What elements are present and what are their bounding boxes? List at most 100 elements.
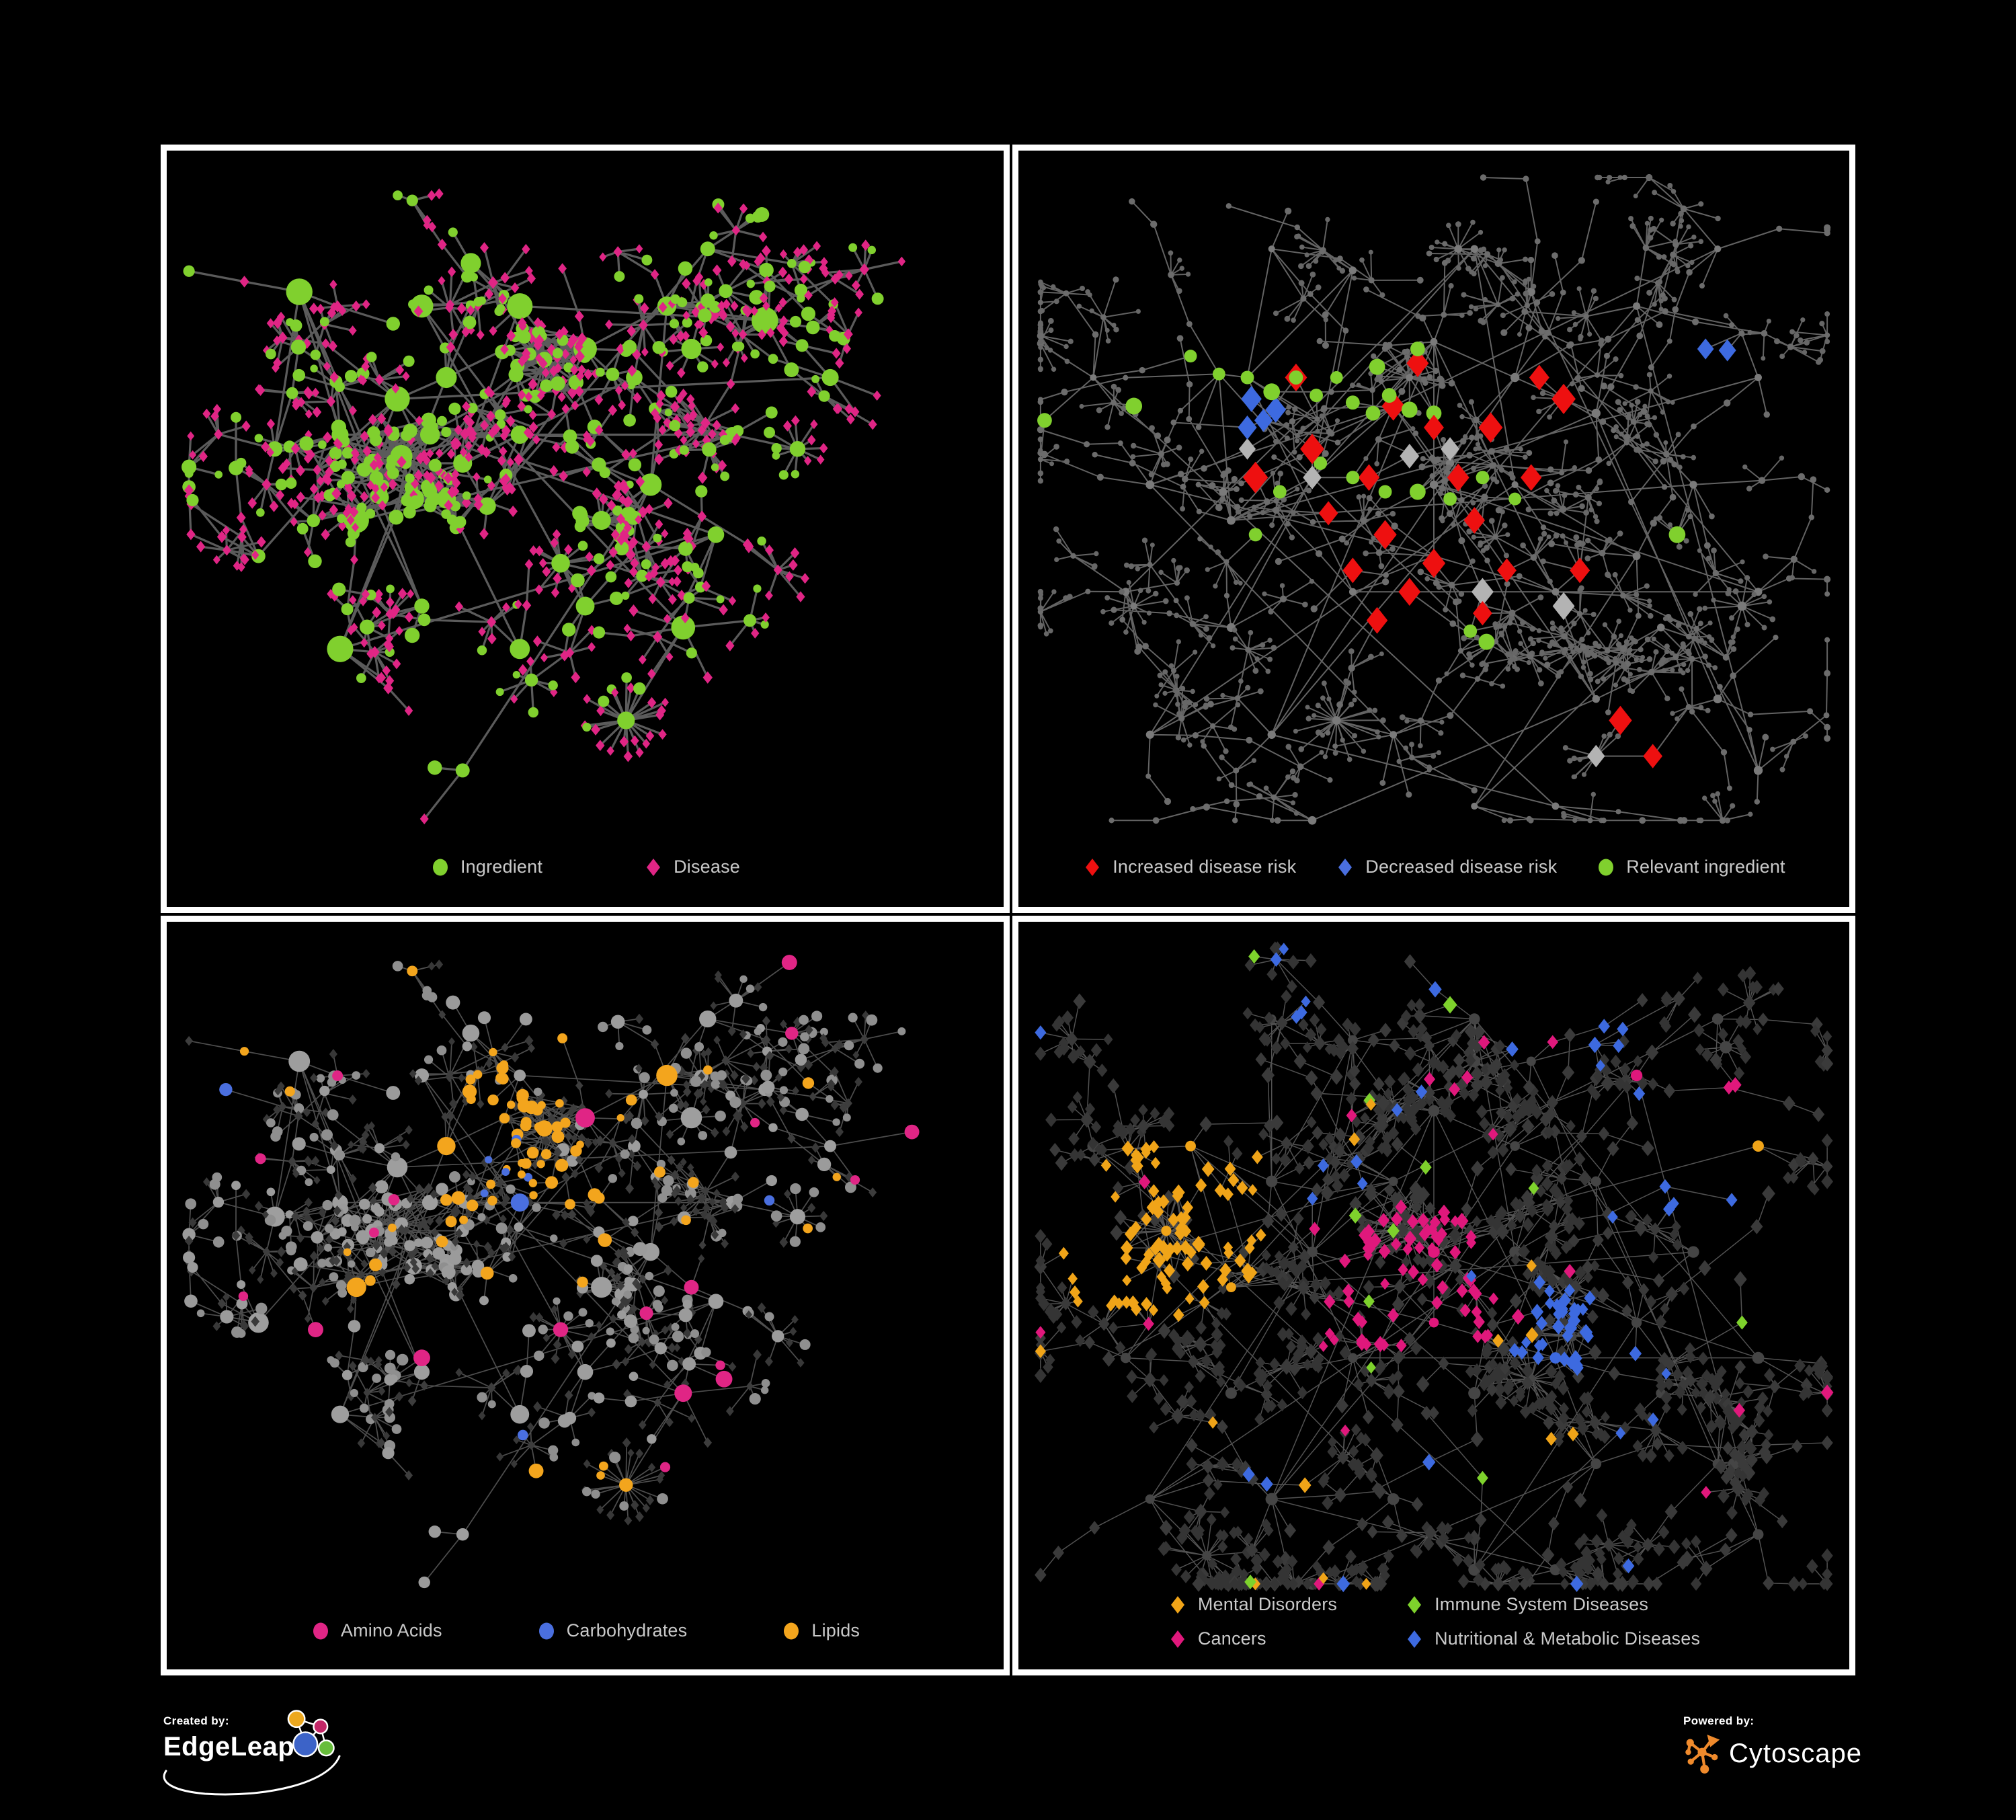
node-diamond	[1399, 1112, 1409, 1125]
node-circle	[1582, 608, 1588, 613]
node-diamond	[787, 1133, 796, 1144]
node-circle	[1298, 746, 1305, 752]
node-circle	[760, 265, 772, 277]
node-diamond	[1804, 1364, 1814, 1377]
node-circle	[337, 1288, 348, 1298]
node-circle	[1560, 289, 1566, 296]
node-circle	[1234, 504, 1241, 510]
highlight-node-diamond	[1318, 1572, 1328, 1584]
highlight-node-diamond	[1175, 1220, 1188, 1237]
node-circle	[1348, 664, 1355, 672]
node-diamond	[1373, 1483, 1386, 1499]
node-circle	[1459, 497, 1465, 503]
node-diamond	[696, 319, 704, 329]
node-circle	[1671, 461, 1678, 468]
node-circle	[1531, 283, 1537, 289]
node-circle	[1652, 415, 1658, 420]
highlight-node-diamond	[1339, 1253, 1351, 1269]
node-diamond	[377, 620, 386, 631]
node-diamond	[1330, 1169, 1342, 1184]
node-diamond	[594, 394, 604, 405]
node-diamond	[1452, 1552, 1463, 1567]
highlight-node-diamond	[1120, 1251, 1132, 1265]
node-diamond	[325, 1234, 333, 1244]
node-circle	[1051, 284, 1056, 290]
node-diamond	[1178, 1523, 1191, 1538]
node-circle	[385, 1349, 396, 1360]
node-diamond	[1471, 1160, 1484, 1177]
highlight-node-circle	[575, 1108, 595, 1127]
node-circle	[1678, 210, 1684, 217]
node-circle	[1631, 1317, 1642, 1328]
node-diamond	[1598, 1577, 1610, 1591]
node-diamond	[1608, 1366, 1621, 1381]
node-diamond	[869, 1187, 877, 1197]
node-diamond	[567, 1209, 577, 1220]
node-diamond	[717, 301, 726, 311]
node-diamond	[1320, 1472, 1330, 1485]
node-diamond	[616, 513, 626, 525]
node-circle	[832, 1118, 840, 1126]
highlight-node-circle	[577, 1276, 588, 1288]
highlight-node-diamond	[1387, 1223, 1400, 1239]
node-circle	[1219, 754, 1225, 760]
highlight-node-circle	[1263, 383, 1281, 401]
node-diamond	[1821, 1174, 1834, 1189]
node-diamond	[1392, 1383, 1405, 1399]
node-circle	[1053, 526, 1059, 532]
node-diamond	[1213, 1571, 1225, 1584]
node-circle	[1325, 730, 1331, 736]
node-diamond	[1541, 1264, 1553, 1279]
node-circle	[571, 573, 585, 588]
network-graph-nutrients	[182, 955, 920, 1589]
node-circle	[1685, 648, 1691, 655]
highlight-node-diamond	[1553, 1307, 1564, 1321]
node-circle	[1551, 252, 1558, 259]
node-circle	[1273, 506, 1280, 514]
highlight-node-diamond	[1595, 1060, 1605, 1072]
highlight-node-diamond	[1701, 1486, 1711, 1499]
legend-nutrients: Amino Acids Carbohydrates Lipids	[167, 1620, 1004, 1641]
node-circle	[1223, 559, 1229, 565]
highlight-node-circle	[487, 1094, 499, 1106]
node-diamond	[594, 424, 604, 436]
node-circle	[1734, 626, 1740, 633]
node-diamond	[1541, 1546, 1555, 1563]
node-diamond	[344, 504, 353, 514]
network-base-nodes	[1037, 173, 1831, 825]
node-diamond	[508, 506, 518, 517]
node-circle	[1435, 239, 1440, 245]
highlight-node-circle	[465, 1074, 476, 1085]
highlight-node-diamond	[1697, 338, 1714, 360]
node-diamond	[1281, 989, 1292, 1004]
node-diamond	[1752, 1023, 1763, 1035]
node-circle	[1345, 680, 1352, 686]
node-circle	[749, 1393, 761, 1405]
node-diamond	[1665, 1286, 1679, 1302]
node-diamond	[415, 452, 426, 465]
node-diamond	[223, 1292, 230, 1302]
node-circle	[1617, 175, 1623, 180]
node-circle	[408, 299, 418, 309]
node-diamond	[1387, 1125, 1400, 1140]
node-circle	[548, 680, 558, 690]
node-circle	[1210, 643, 1216, 649]
node-diamond	[378, 1386, 386, 1396]
node-diamond	[239, 524, 247, 535]
node-circle	[1352, 697, 1357, 703]
node-circle	[1712, 799, 1718, 804]
node-circle	[1712, 569, 1719, 577]
highlight-node-diamond	[1150, 1199, 1161, 1214]
node-circle	[1197, 536, 1203, 542]
node-circle	[1448, 283, 1454, 289]
node-circle	[1337, 255, 1343, 262]
highlight-node-circle	[750, 1117, 760, 1127]
node-circle	[1596, 500, 1603, 506]
node-circle	[1417, 568, 1424, 576]
node-circle	[1158, 450, 1165, 457]
node-circle	[1368, 277, 1375, 284]
node-circle	[1285, 409, 1291, 416]
node-circle	[1348, 588, 1357, 596]
node-circle	[456, 1528, 469, 1541]
node-diamond	[1625, 1210, 1636, 1223]
